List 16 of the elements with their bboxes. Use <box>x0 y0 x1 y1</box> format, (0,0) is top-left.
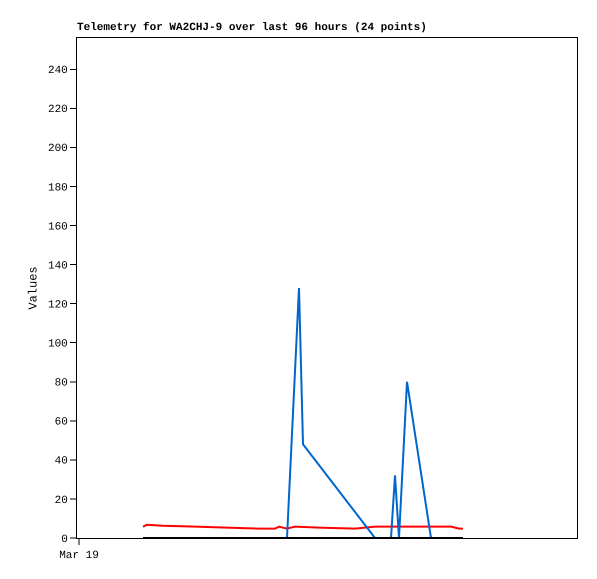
chart-title: Telemetry for WA2CHJ-9 over last 96 hours (24 points) <box>77 21 427 34</box>
y-tick-label: 120 <box>48 299 68 312</box>
y-axis-title: Values <box>26 266 40 310</box>
y-tick-label: 100 <box>48 338 68 351</box>
y-tick-label: 20 <box>54 494 68 507</box>
y-tick-label: 200 <box>48 143 68 156</box>
y-tick-label: 40 <box>54 456 68 468</box>
x-tick-label: Mar 19 <box>59 550 99 562</box>
y-tick-label: 0 <box>61 534 68 546</box>
y-tick-label: 160 <box>48 221 68 234</box>
y-tick-label: 220 <box>48 104 68 116</box>
y-tick-label: 60 <box>54 416 68 429</box>
y-tick-label: 180 <box>48 182 68 194</box>
y-tick-label: 240 <box>48 65 68 78</box>
y-tick-label: 140 <box>48 260 68 272</box>
y-tick-label: 80 <box>54 378 68 390</box>
